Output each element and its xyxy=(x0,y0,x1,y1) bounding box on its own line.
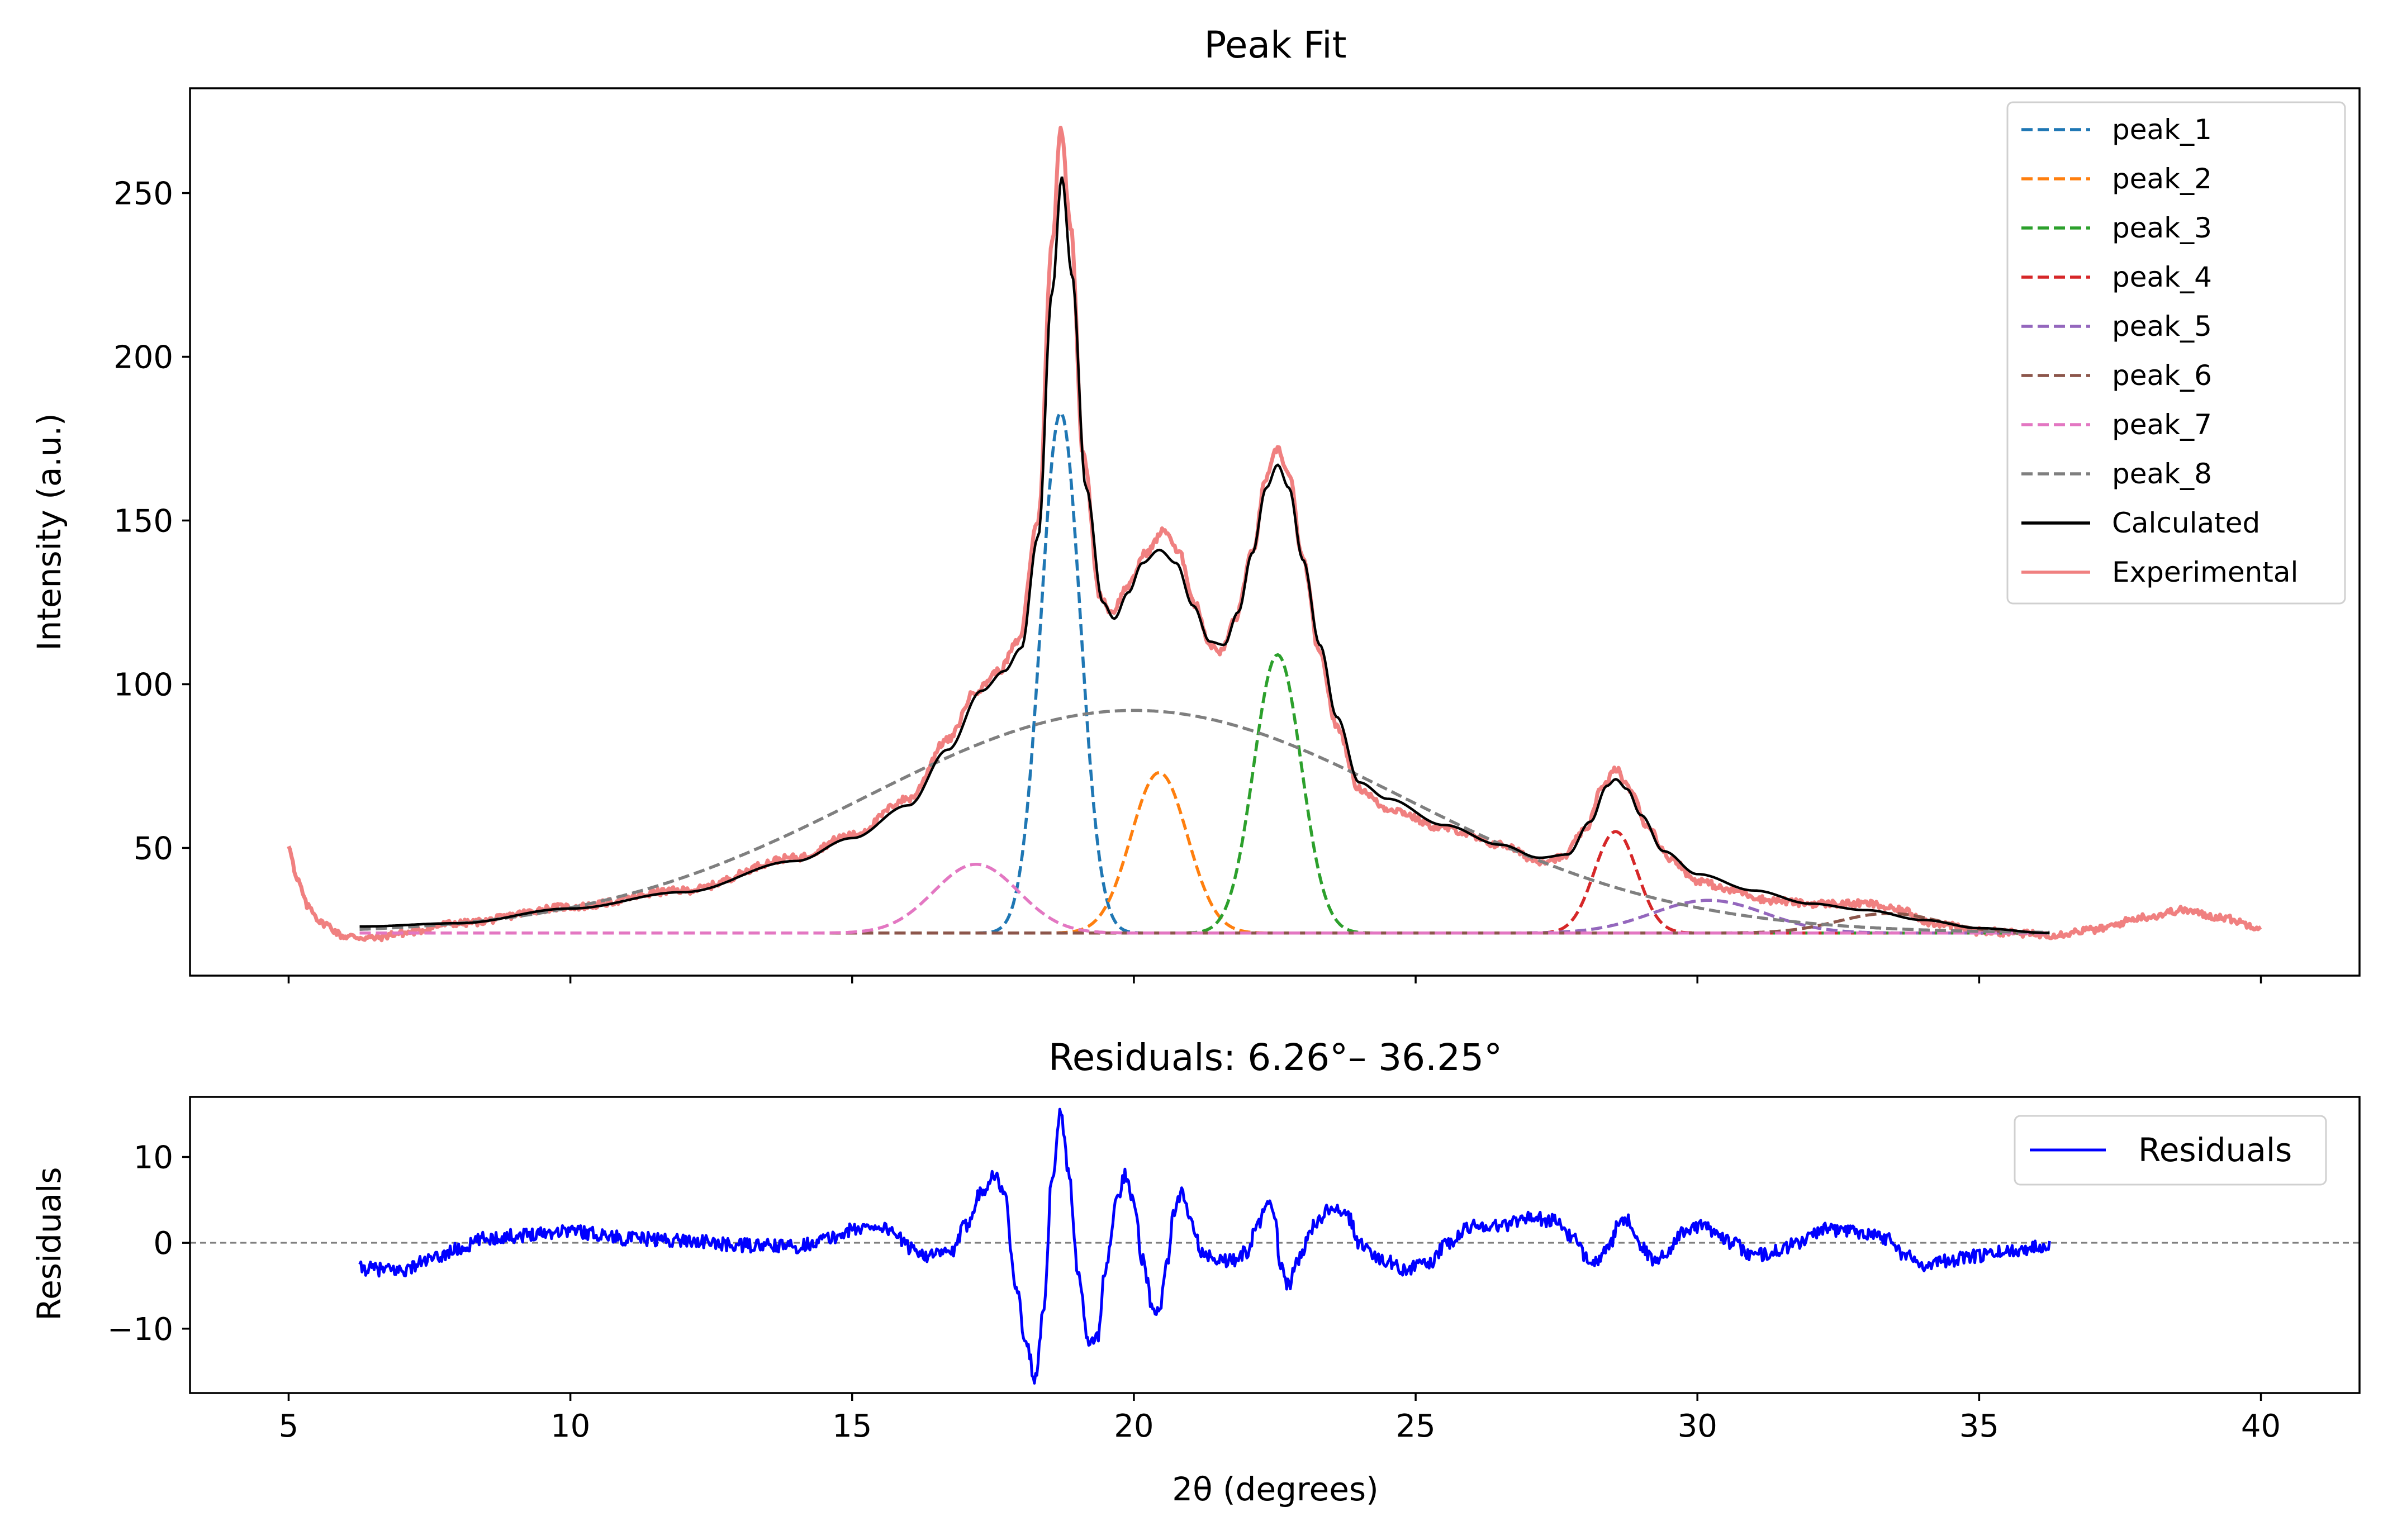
legend-label-peak_7: peak_7 xyxy=(2112,408,2212,441)
bottom-ytick-label-0: 0 xyxy=(153,1225,173,1262)
bottom-xtick-label-20: 20 xyxy=(1114,1408,1153,1444)
bottom-xtick-label-35: 35 xyxy=(1959,1408,1999,1444)
top-ylabel: Intensity (a.u.) xyxy=(30,413,68,650)
residuals-legend-box xyxy=(2014,1115,2327,1186)
series-residuals xyxy=(358,1108,2051,1385)
top-plot-area xyxy=(287,126,2262,943)
legend-label-peak_5: peak_5 xyxy=(2112,310,2212,343)
residuals-legend-label: Residuals xyxy=(2138,1131,2292,1169)
residuals-title: Residuals: 6.26°– 36.25° xyxy=(1048,1036,1502,1079)
legend-label-peak_6: peak_6 xyxy=(2112,359,2212,392)
top-ytick-label-100: 100 xyxy=(113,667,173,703)
top-ytick-label-250: 250 xyxy=(113,176,173,212)
legend-label-peak_1: peak_1 xyxy=(2112,113,2212,146)
top-ytick-label-200: 200 xyxy=(113,340,173,376)
bottom-ytick-label-10: 10 xyxy=(134,1140,173,1176)
peak-fit-legend: peak_1 peak_2 peak_3 peak_4 peak_5 peak_6peak… xyxy=(2006,101,2346,605)
peak-fit-legend-box xyxy=(2006,101,2346,605)
legend-label-calculated: Calculated xyxy=(2112,507,2260,539)
bottom-plot-area xyxy=(190,1108,2360,1385)
series-peak_8 xyxy=(359,709,2050,934)
bottom-xtick-label-30: 30 xyxy=(1678,1408,1717,1444)
bottom-axes-ticks: 5 10 15 20 25 30 35 40 −10 0 10 xyxy=(107,1140,2281,1444)
top-ytick-label-50: 50 xyxy=(134,830,173,867)
bottom-ytick-label--10: −10 xyxy=(107,1311,173,1348)
bottom-xtick-label-15: 15 xyxy=(832,1408,872,1444)
legend-label-experimental: Experimental xyxy=(2112,556,2298,588)
bottom-xtick-label-40: 40 xyxy=(2241,1408,2281,1444)
bottom-xlabel: 2θ (degrees) xyxy=(1172,1470,1379,1508)
legend-label-peak_4: peak_4 xyxy=(2112,261,2212,293)
top-axes-frame xyxy=(189,87,2361,977)
bottom-xtick-label-25: 25 xyxy=(1395,1408,1435,1444)
legend-label-peak_8: peak_8 xyxy=(2112,458,2212,490)
legend-label-peak_2: peak_2 xyxy=(2112,163,2212,195)
peak-fit-title: Peak Fit xyxy=(1204,23,1346,66)
residuals-legend: Residuals xyxy=(2014,1115,2327,1186)
bottom-xtick-label-5: 5 xyxy=(279,1408,299,1444)
series-calculated xyxy=(359,176,2050,935)
residuals-panel: Residuals: 6.26°– 36.25° 5 10 15 20 25 30 35 40… xyxy=(30,1036,2361,1508)
legend-label-peak_3: peak_3 xyxy=(2112,212,2212,244)
legend-items: peak_1 peak_2 peak_3 peak_4 peak_5 peak_6peak… xyxy=(2021,113,2298,588)
series-peak_7 xyxy=(359,863,2050,935)
top-ytick-label-150: 150 xyxy=(113,503,173,539)
top-axes-ticks: 50 100 150 200 250 xyxy=(113,176,2262,983)
bottom-ylabel: Residuals xyxy=(30,1167,68,1320)
bottom-axes-frame xyxy=(189,1096,2361,1394)
peak-fit-panel: Peak Fit 50 100 150 200 250 Intensity (a.u.)… xyxy=(30,23,2361,983)
bottom-xtick-label-10: 10 xyxy=(550,1408,590,1444)
